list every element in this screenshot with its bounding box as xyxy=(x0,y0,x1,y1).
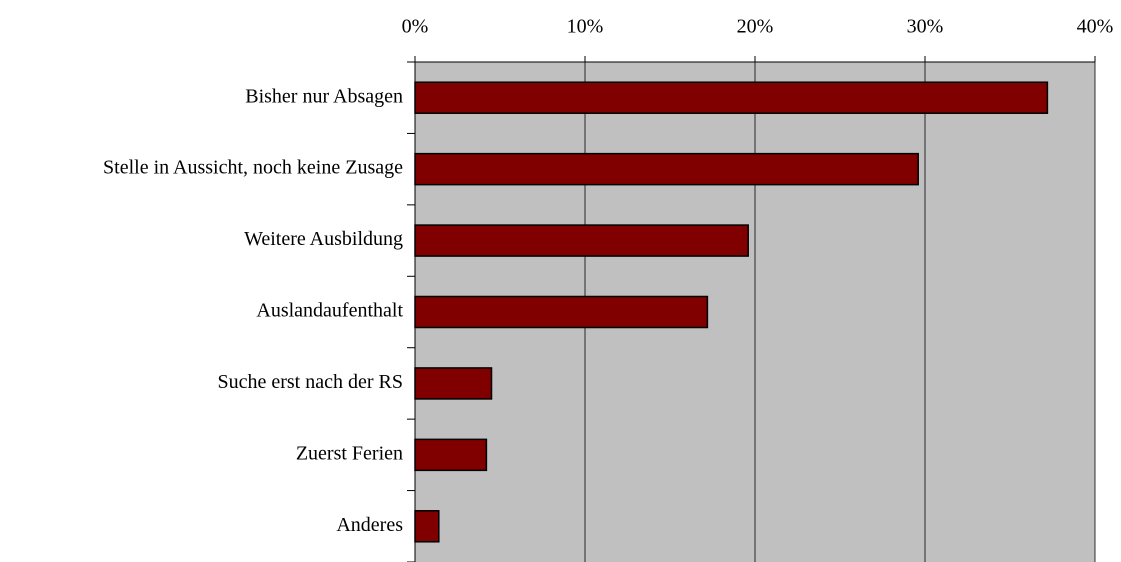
bar xyxy=(414,367,493,400)
y-tick-label: Auslandaufenthalt xyxy=(256,300,403,322)
y-tick-label: Suche erst nach der RS xyxy=(217,371,403,393)
bar xyxy=(414,510,440,543)
bar xyxy=(414,81,1049,114)
x-tick-label: 20% xyxy=(737,16,774,38)
bar xyxy=(414,295,709,329)
y-tick-label: Zuerst Ferien xyxy=(296,442,403,464)
x-tick-label: 40% xyxy=(1077,16,1114,38)
x-tick-label: 0% xyxy=(402,16,429,38)
bar xyxy=(414,438,488,472)
bar xyxy=(414,224,749,257)
y-tick-label: Anderes xyxy=(336,514,403,536)
bar xyxy=(414,152,919,186)
y-tick-label: Bisher nur Absagen xyxy=(245,85,403,107)
x-tick-label: 30% xyxy=(907,16,944,38)
x-tick-label: 10% xyxy=(567,16,604,38)
y-tick-label: Stelle in Aussicht, noch keine Zusage xyxy=(103,157,403,179)
y-tick-label: Weitere Ausbildung xyxy=(244,228,403,250)
